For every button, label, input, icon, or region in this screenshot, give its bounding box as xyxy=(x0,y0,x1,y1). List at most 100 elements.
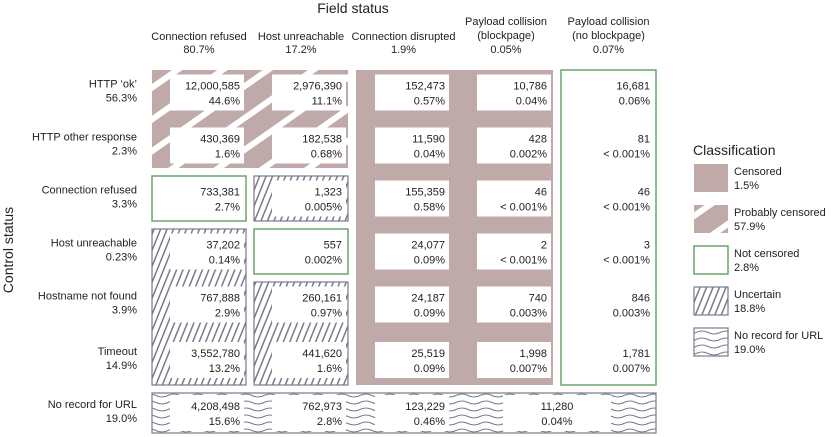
cell-box xyxy=(580,286,654,323)
row-header: Connection refused 3.3% xyxy=(42,185,138,211)
cell-count: 2 xyxy=(541,240,547,252)
cell-box xyxy=(477,233,551,270)
cell-count: 12,000,585 xyxy=(185,81,240,93)
legend-item: Censored 1.5% xyxy=(694,164,782,192)
column-header-label-line: (no blockpage) xyxy=(572,30,645,42)
row-header-label: No record for URL xyxy=(48,399,137,411)
row-header: No record for URL 19.0% xyxy=(48,399,137,425)
table-cell: 1,323 0.005% xyxy=(272,180,346,217)
column-header-label: Connection refused xyxy=(151,31,246,43)
cell-count: 25,519 xyxy=(411,348,445,360)
row-header-label: Connection refused xyxy=(42,185,137,197)
legend-item: No record for URL 19.0% xyxy=(693,327,823,357)
cell-box xyxy=(580,127,654,164)
legend-swatch xyxy=(693,286,729,316)
table-cell: 155,359 0.58% xyxy=(375,180,449,217)
row-header-percent: 2.3% xyxy=(112,146,137,158)
cell-percent: 1.6% xyxy=(215,149,240,161)
cell-count: 37,202 xyxy=(206,240,240,252)
row-header: Host unreachable 0.23% xyxy=(51,238,137,264)
legend-item: Not censored 2.8% xyxy=(693,245,799,275)
cell-count: 762,973 xyxy=(302,401,342,413)
row-header: Hostname not found 3.9% xyxy=(38,291,137,317)
cell-box xyxy=(272,180,346,217)
region-not-censored xyxy=(560,69,657,386)
cell-count: 441,620 xyxy=(302,348,342,360)
legend-swatch xyxy=(693,245,729,275)
legend-label: No record for URL xyxy=(734,330,823,342)
cell-box xyxy=(375,233,449,270)
cell-percent: 0.09% xyxy=(414,363,445,375)
cell-count: 3 xyxy=(644,240,650,252)
cell-percent: 0.04% xyxy=(516,96,547,108)
cell-percent: < 0.001% xyxy=(603,202,650,214)
legend-swatch xyxy=(694,164,728,192)
table-cell: 12,000,585 44.6% xyxy=(170,74,244,111)
table-cell: 428 0.002% xyxy=(477,127,551,164)
cell-box xyxy=(272,342,346,378)
cell-percent: 0.06% xyxy=(619,96,650,108)
cell-percent: 0.04% xyxy=(414,149,445,161)
column-header-percent: 17.2% xyxy=(285,44,316,56)
cell-percent: 0.09% xyxy=(414,308,445,320)
cell-count: 428 xyxy=(529,134,547,146)
cell-count: 24,077 xyxy=(411,240,445,252)
table-cell: 846 0.003% xyxy=(580,286,654,323)
cell-percent: 0.09% xyxy=(414,255,445,267)
cell-box xyxy=(170,286,244,323)
column-header-percent: 80.7% xyxy=(183,44,214,56)
cell-count: 2,976,390 xyxy=(293,81,342,93)
cell-count: 81 xyxy=(638,134,650,146)
cell-box xyxy=(580,180,654,217)
row-header-percent: 0.23% xyxy=(106,252,137,264)
table-cell: 11,280 0.04% xyxy=(503,395,611,431)
cell-percent: 2.9% xyxy=(215,308,240,320)
row-header-label: Hostname not found xyxy=(38,291,137,303)
cell-count: 1,323 xyxy=(314,187,342,199)
cell-count: 155,359 xyxy=(405,187,445,199)
cell-box xyxy=(477,286,551,323)
cell-count: 11,590 xyxy=(412,134,445,146)
table-cell: 3,552,780 13.2% xyxy=(170,342,244,378)
cell-percent: < 0.001% xyxy=(500,202,547,214)
column-header-percent: 0.07% xyxy=(593,44,624,56)
table-cell: 25,519 0.09% xyxy=(375,342,449,378)
table-cell: 16,681 0.06% xyxy=(580,74,654,111)
cell-percent: 0.003% xyxy=(613,308,651,320)
row-headers: HTTP ‘ok’ 56.3% HTTP other response 2.3% Con… xyxy=(32,79,137,426)
table-cell: 37,202 0.14% xyxy=(170,233,244,270)
region-censored xyxy=(356,70,553,385)
legend-label: Uncertain xyxy=(734,289,781,301)
table-cell: 46 < 0.001% xyxy=(477,180,551,217)
cell-box xyxy=(272,74,346,111)
table-cell: 81 < 0.001% xyxy=(580,127,654,164)
cell-box xyxy=(580,74,654,111)
cell-percent: 2.7% xyxy=(215,202,240,214)
cell-percent: 0.007% xyxy=(613,363,651,375)
row-header: Timeout 14.9% xyxy=(98,346,138,372)
cell-count: 11,280 xyxy=(541,401,574,413)
row-header-label: HTTP other response xyxy=(32,132,137,144)
row-header-label: Host unreachable xyxy=(51,238,137,250)
cell-box xyxy=(170,233,244,270)
cell-box xyxy=(503,395,611,431)
cell-box xyxy=(375,180,449,217)
legend-swatch xyxy=(694,205,728,233)
cell-percent: 0.46% xyxy=(414,416,445,428)
cell-count: 10,786 xyxy=(513,81,547,93)
table-cell: 2 < 0.001% xyxy=(477,233,551,270)
legend-title: Classification xyxy=(693,142,775,158)
row-header-label: Timeout xyxy=(98,346,137,358)
legend-percent: 57.9% xyxy=(734,221,765,233)
table-cell: 4,208,498 15.6% xyxy=(170,395,244,431)
cell-box xyxy=(477,342,551,378)
cell-count: 1,781 xyxy=(622,348,650,360)
cell-percent: < 0.001% xyxy=(603,149,650,161)
cell-count: 152,473 xyxy=(405,81,445,93)
table-cell: 260,161 0.97% xyxy=(272,286,346,323)
cell-percent: 0.002% xyxy=(510,149,548,161)
table-cell: 24,077 0.09% xyxy=(375,233,449,270)
